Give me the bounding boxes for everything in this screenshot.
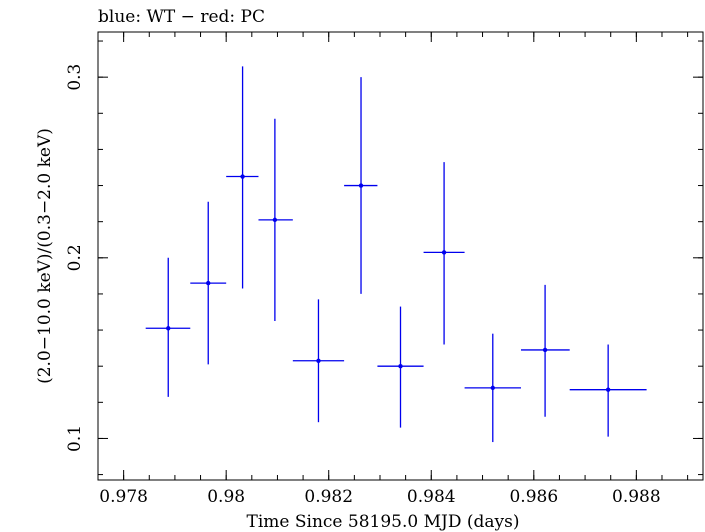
data-point <box>145 257 191 397</box>
data-point <box>520 284 570 417</box>
plot-frame <box>97 31 704 481</box>
point-marker <box>398 363 403 369</box>
data-point <box>464 333 521 443</box>
point-marker <box>240 174 245 179</box>
x-tick-label: 0.98 <box>207 487 245 507</box>
point-marker <box>441 250 447 255</box>
point-marker <box>316 358 321 363</box>
y-tick-label: 0.2 <box>65 244 85 271</box>
chart-title: blue: WT − red: PC <box>98 7 265 27</box>
series <box>145 66 647 443</box>
data-point <box>226 66 259 289</box>
data-point <box>423 162 465 345</box>
point-marker <box>490 385 495 391</box>
y-tick-label: 0.1 <box>65 425 85 452</box>
point-marker <box>358 183 364 188</box>
point-marker <box>272 217 278 223</box>
x-tick-label: 0.988 <box>612 487 661 507</box>
x-tick-label: 0.984 <box>407 487 456 507</box>
y-tick-label: 0.3 <box>65 64 85 91</box>
data-point <box>344 77 378 294</box>
x-tick-label: 0.978 <box>99 487 148 507</box>
tick-labels: 0.978 0.98 0.982 0.984 0.986 0.988 0.1 0.2 0.3 <box>65 64 661 507</box>
point-marker <box>605 387 611 392</box>
x-tick-label: 0.986 <box>509 487 558 507</box>
point-marker <box>166 326 171 331</box>
data-point <box>569 344 647 437</box>
axis-ticks <box>97 32 703 480</box>
point-marker <box>542 347 548 353</box>
x-axis-label: Time Since 58195.0 MJD (days) <box>247 512 520 532</box>
y-axis-label: (2.0−10.0 keV)/(0.3−2.0 keV) <box>35 128 55 384</box>
data-point <box>377 306 424 428</box>
data-point <box>258 118 293 322</box>
data-point <box>292 299 345 423</box>
point-marker <box>206 280 211 286</box>
data-point <box>190 201 227 365</box>
x-tick-label: 0.982 <box>304 487 353 507</box>
